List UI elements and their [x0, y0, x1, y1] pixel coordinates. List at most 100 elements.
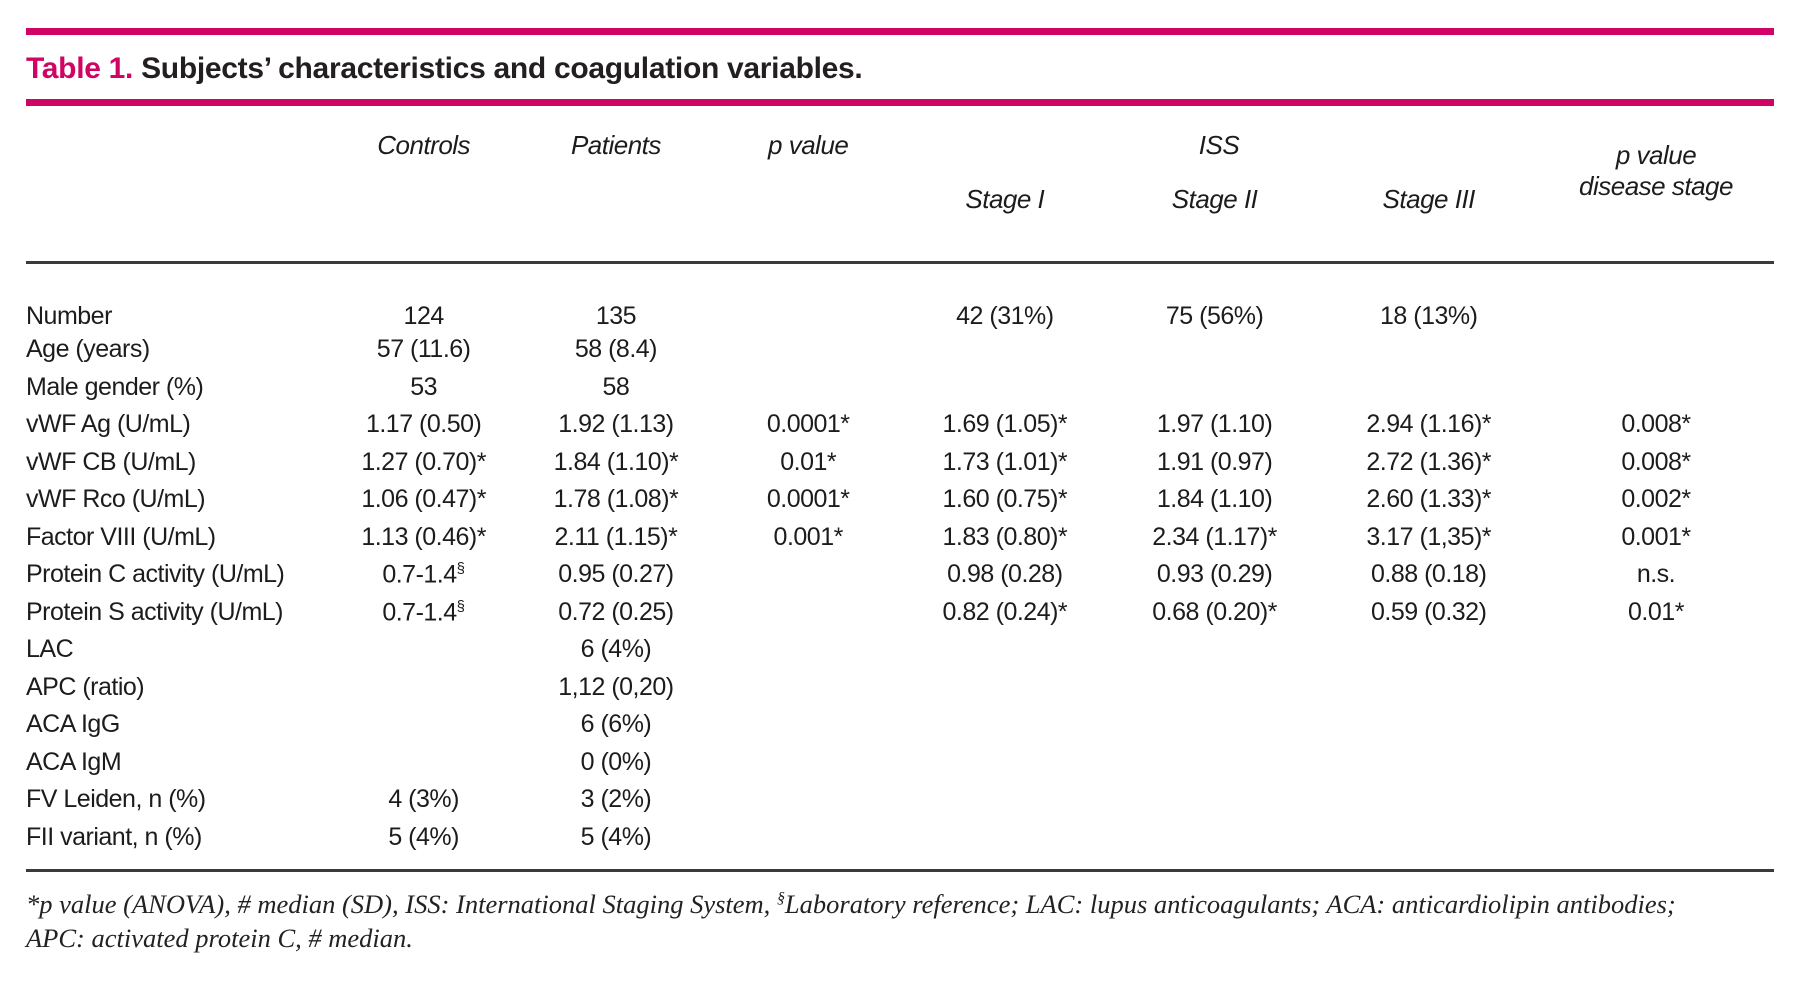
data-cell	[900, 781, 1110, 819]
data-cell: 1.60 (0.75)*	[942, 485, 1068, 514]
header-empty	[26, 184, 332, 264]
data-cell	[1319, 369, 1538, 407]
data-cell	[900, 631, 1110, 669]
cell-text: 0.7-1.4	[382, 560, 457, 589]
row-label: vWF Rco (U/mL)	[26, 485, 206, 514]
footnote-text: Laboratory reference; LAC: lupus anticoa…	[784, 888, 1676, 919]
footnote-separator-rule	[26, 869, 1774, 872]
table-title-text: Subjects’ characteristics and coagulatio…	[141, 52, 863, 85]
header-iss: ISS	[1198, 130, 1240, 160]
table-row: LAC 6 (4%)	[26, 631, 1774, 669]
footnote-section-mark: §	[776, 889, 785, 907]
data-cell	[332, 669, 516, 707]
row-label: vWF CB (U/mL)	[26, 447, 196, 476]
table-row: vWF Ag (U/mL) 1.17 (0.50) 1.92 (1.13) 0.000…	[26, 406, 1774, 444]
table-row: Factor VIII (U/mL) 1.13 (0.46)* 2.11 (1.15…	[26, 519, 1774, 557]
data-cell	[716, 781, 900, 819]
data-cell: 75 (56%)	[1165, 302, 1264, 330]
data-cell: 0.59 (0.32)	[1371, 597, 1487, 626]
table-row: Number 124 135 42 (31%) 75 (56%) 18 (13%)	[26, 263, 1774, 332]
data-cell	[332, 631, 516, 669]
table-row: vWF Rco (U/mL) 1.06 (0.47)* 1.78 (1.08)* 0.…	[26, 481, 1774, 519]
header-stage-2: Stage II	[1109, 184, 1320, 264]
data-cell: 1.73 (1.01)*	[942, 447, 1068, 476]
data-cell	[332, 744, 516, 782]
header-empty	[716, 184, 900, 264]
table-figure: Table 1. Subjects’ characteristics and co…	[0, 28, 1800, 956]
data-cell	[1538, 631, 1774, 669]
table-number-label: Table 1.	[26, 52, 134, 85]
data-cell	[716, 594, 900, 632]
data-cell: 135	[595, 302, 637, 330]
data-cell: 58	[602, 372, 630, 401]
data-cell: 1.91 (0.97)	[1156, 447, 1273, 476]
data-cell: 0.93 (0.29)	[1156, 560, 1273, 589]
title-accent-rule	[26, 99, 1774, 106]
cell-superscript: §	[456, 560, 465, 578]
row-label: ACA IgM	[26, 747, 122, 776]
data-cell: 0.01*	[780, 447, 837, 476]
data-cell	[1110, 369, 1320, 407]
data-cell	[1538, 706, 1774, 744]
data-cell: 2.72 (1.36)*	[1366, 447, 1492, 476]
table-body: Number 124 135 42 (31%) 75 (56%) 18 (13%) Age …	[26, 263, 1774, 857]
data-cell: 53	[410, 372, 438, 401]
data-cell: 18 (13%)	[1379, 302, 1478, 330]
data-cell	[900, 819, 1110, 857]
table-row: FII variant, n (%) 5 (4%) 5 (4%)	[26, 819, 1774, 857]
data-cell: 5 (4%)	[388, 822, 459, 851]
data-cell	[1319, 781, 1538, 819]
data-cell: 0.7-1.4§	[332, 594, 516, 632]
header-p-value-disease-line1: p value	[1615, 140, 1697, 170]
header-controls: Controls	[377, 130, 471, 160]
data-cell	[1110, 744, 1320, 782]
table-row: vWF CB (U/mL) 1.27 (0.70)* 1.84 (1.10)* 0.0…	[26, 444, 1774, 482]
data-cell	[1538, 331, 1774, 369]
data-cell	[1538, 369, 1774, 407]
data-cell: 0.002*	[1621, 485, 1691, 514]
row-label: APC (ratio)	[26, 672, 145, 701]
data-cell: 0.88 (0.18)	[1371, 560, 1487, 589]
row-label: Male gender (%)	[26, 372, 204, 401]
data-cell	[900, 331, 1110, 369]
table-row: Protein S activity (U/mL) 0.7-1.4§ 0.72 (0…	[26, 594, 1774, 632]
row-label: ACA IgG	[26, 710, 120, 739]
header-empty	[331, 184, 516, 264]
data-cell	[1319, 706, 1538, 744]
data-cell: 2.11 (1.15)*	[554, 522, 678, 551]
data-cell	[1319, 744, 1538, 782]
row-label: vWF Ag (U/mL)	[26, 410, 191, 439]
data-cell	[900, 669, 1110, 707]
table-row: ACA IgG 6 (6%)	[26, 706, 1774, 744]
data-cell: 42 (31%)	[956, 302, 1054, 330]
data-cell	[1538, 744, 1774, 782]
table-row: FV Leiden, n (%) 4 (3%) 3 (2%)	[26, 781, 1774, 819]
data-cell: 0.008*	[1621, 410, 1691, 439]
table-row: APC (ratio) 1,12 (0,20)	[26, 669, 1774, 707]
data-cell	[1110, 669, 1320, 707]
row-label: Factor VIII (U/mL)	[26, 522, 216, 551]
data-cell: 57 (11.6)	[376, 335, 471, 364]
data-cell: 0.001*	[1621, 522, 1691, 551]
data-cell: 0.0001*	[766, 485, 850, 514]
data-cell: 0.95 (0.27)	[558, 560, 674, 589]
data-cell	[1110, 706, 1320, 744]
data-cell	[716, 744, 900, 782]
data-cell	[1110, 781, 1320, 819]
header-row-2: Stage I Stage II Stage III	[26, 184, 1774, 264]
row-label: FII variant, n (%)	[26, 822, 202, 851]
row-label: LAC	[26, 635, 74, 664]
data-cell	[1538, 669, 1774, 707]
table-row: Age (years) 57 (11.6) 58 (8.4)	[26, 331, 1774, 369]
data-cell: 0.0001*	[766, 410, 850, 439]
data-cell	[1319, 669, 1538, 707]
data-cell	[1110, 631, 1320, 669]
data-cell	[716, 706, 900, 744]
data-cell: 58 (8.4)	[574, 335, 658, 364]
data-cell: 4 (3%)	[388, 785, 459, 814]
data-cell: 5 (4%)	[580, 822, 652, 851]
footnote-text: *p value (ANOVA), # median (SD), ISS: In…	[26, 888, 777, 919]
cell-superscript: §	[456, 597, 465, 615]
data-cell: 1.84 (1.10)*	[553, 447, 679, 476]
data-cell: 1.92 (1.13)	[558, 410, 674, 439]
